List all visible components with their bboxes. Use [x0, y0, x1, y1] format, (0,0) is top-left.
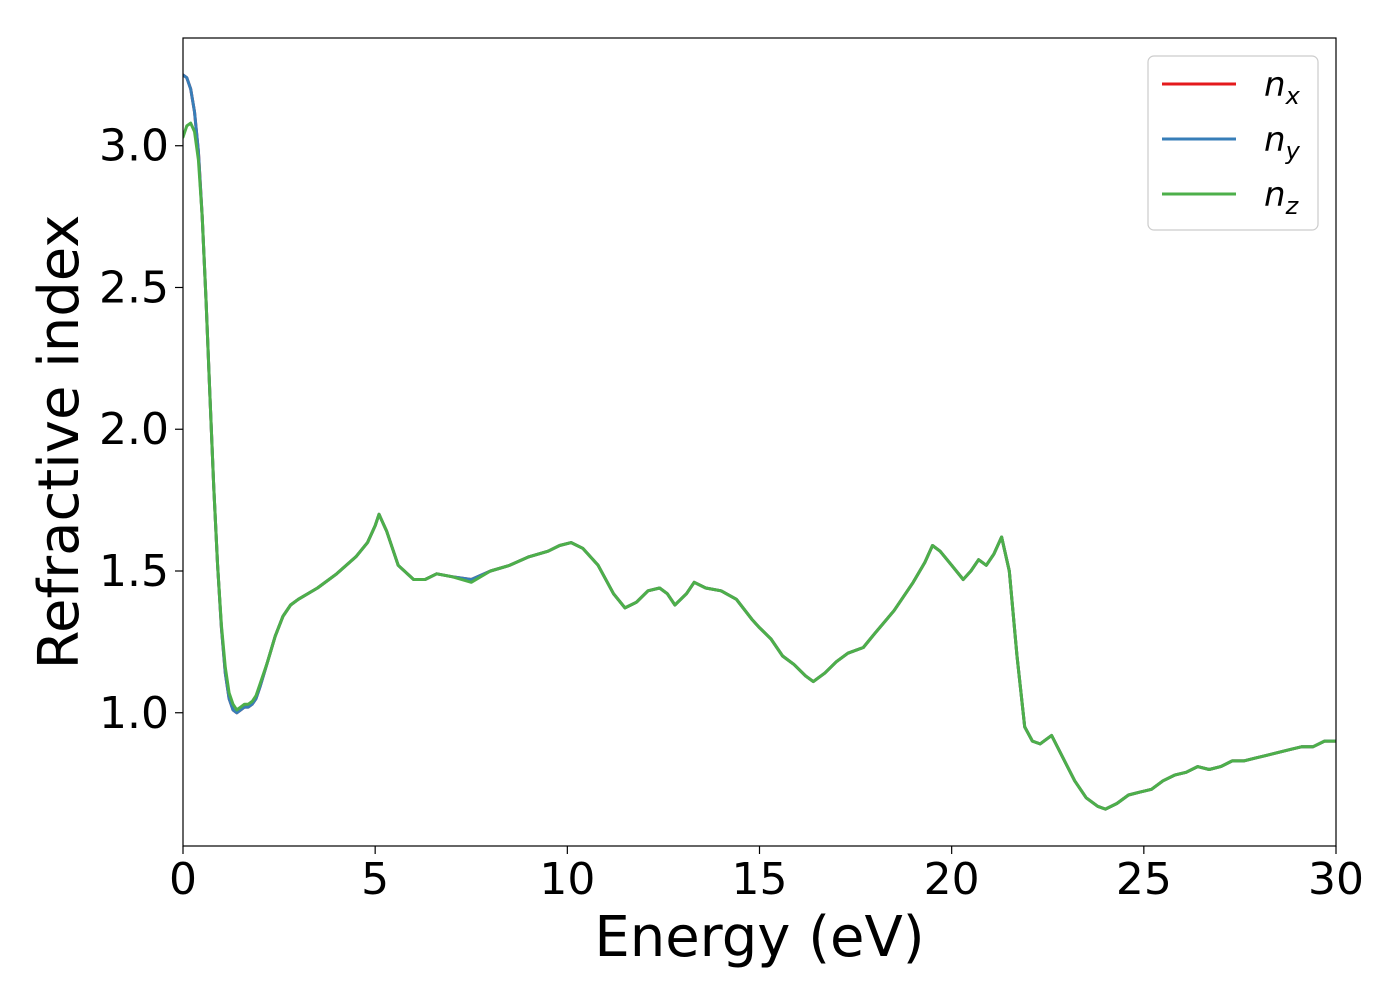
y-tick-label: 2.5	[99, 262, 169, 313]
series-line-nz	[183, 121, 1336, 811]
x-axis-ticks: 0 5 10 15 20 25 30	[169, 846, 1364, 905]
x-tick-label: 10	[539, 854, 595, 905]
x-tick-label: 0	[169, 854, 197, 905]
series-layer	[183, 73, 1336, 811]
x-tick-label: 15	[732, 854, 788, 905]
y-tick-label: 1.5	[99, 546, 169, 597]
x-tick-label: 20	[924, 854, 980, 905]
y-tick-label: 3.0	[99, 121, 169, 172]
x-axis-label: Energy (eV)	[594, 905, 924, 970]
legend-box	[1147, 55, 1319, 231]
y-axis-ticks: 1.0 1.5 2.0 2.5 3.0	[99, 121, 183, 739]
legend-label-nz: nz	[1264, 175, 1300, 220]
y-axis-label: Refractive index	[27, 215, 92, 670]
legend: nx ny nz	[1147, 55, 1319, 231]
legend-label-ny: ny	[1264, 120, 1301, 165]
x-tick-label: 30	[1308, 854, 1364, 905]
y-tick-label: 2.0	[99, 404, 169, 455]
y-tick-label: 1.0	[99, 688, 169, 739]
legend-label-nx: nx	[1264, 65, 1301, 110]
x-tick-label: 25	[1116, 854, 1172, 905]
x-tick-label: 5	[361, 854, 389, 905]
